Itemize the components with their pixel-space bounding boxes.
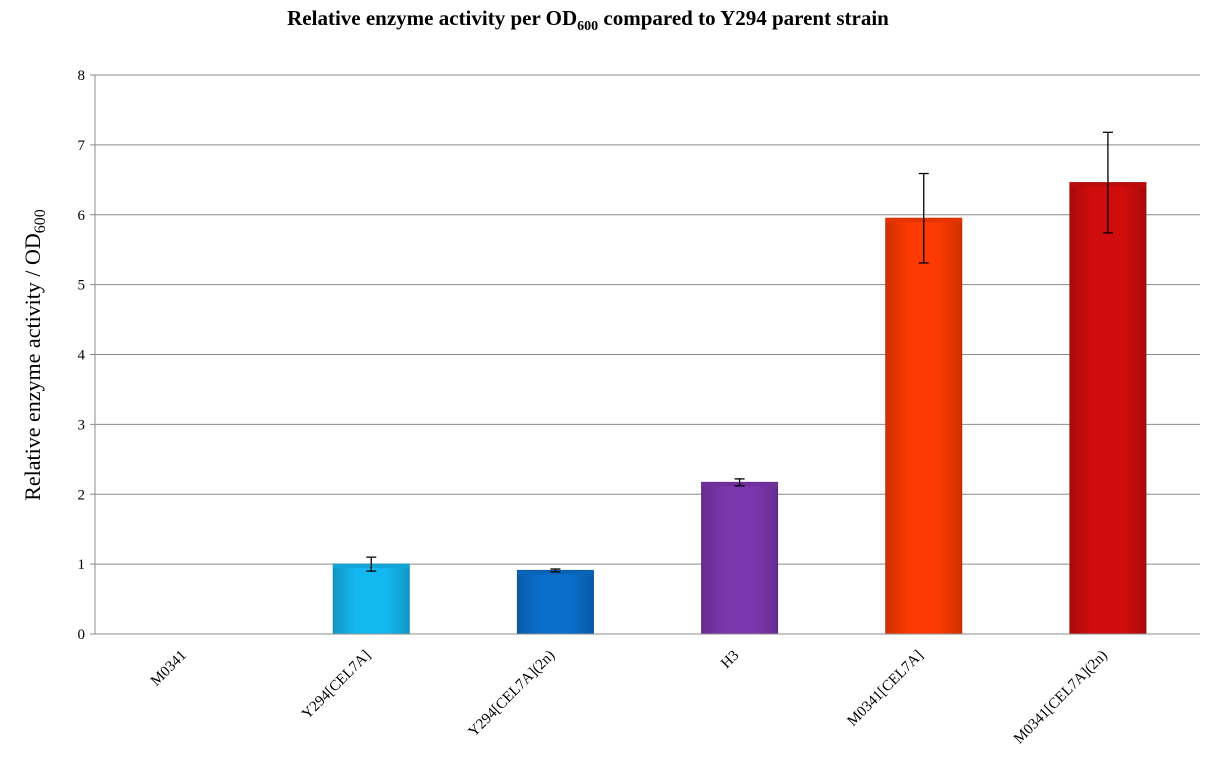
y-tick-label: 8	[78, 68, 86, 84]
bar-y294-cel7a-2n-	[516, 569, 594, 635]
bar-m0341-cel7a-	[885, 217, 963, 635]
y-tick-label: 4	[78, 348, 86, 364]
y-tick-label: 3	[78, 417, 86, 433]
y-tick-label: 5	[78, 278, 86, 294]
y-tick-label: 1	[78, 557, 86, 573]
x-tick-label: Y294[CEL7A]	[299, 648, 374, 723]
x-tick-label: Y294[CEL7A](2n)	[466, 648, 559, 741]
y-tick-label: 7	[78, 138, 86, 154]
chart-title: Relative enzyme activity per OD600 compa…	[287, 6, 889, 34]
x-tick-label: M0341[CEL7A]	[845, 648, 927, 730]
bar-y294-cel7a-	[332, 563, 410, 635]
y-tick-labels: 0 1 2 3 4 5 6 7 8	[78, 68, 86, 643]
y-axis-label: Relative enzyme activity / OD600	[20, 209, 49, 501]
x-tick-label: M0341[CEL7A](2n)	[1011, 648, 1111, 748]
y-tick-label: 6	[78, 208, 86, 224]
x-tick-label: H3	[718, 648, 742, 672]
x-tick-label: M0341	[148, 648, 190, 690]
error-bars	[366, 131, 1113, 573]
y-tick-label: 2	[78, 487, 86, 503]
bar-h3	[701, 481, 779, 635]
gridlines	[90, 74, 1200, 635]
x-tick-labels: M0341 Y294[CEL7A] Y294[CEL7A](2n) H3 M0341[C…	[148, 648, 1111, 748]
bars	[332, 182, 1147, 635]
bar-m0341-cel7a-2n-	[1069, 182, 1147, 635]
y-tick-label: 0	[78, 627, 86, 643]
